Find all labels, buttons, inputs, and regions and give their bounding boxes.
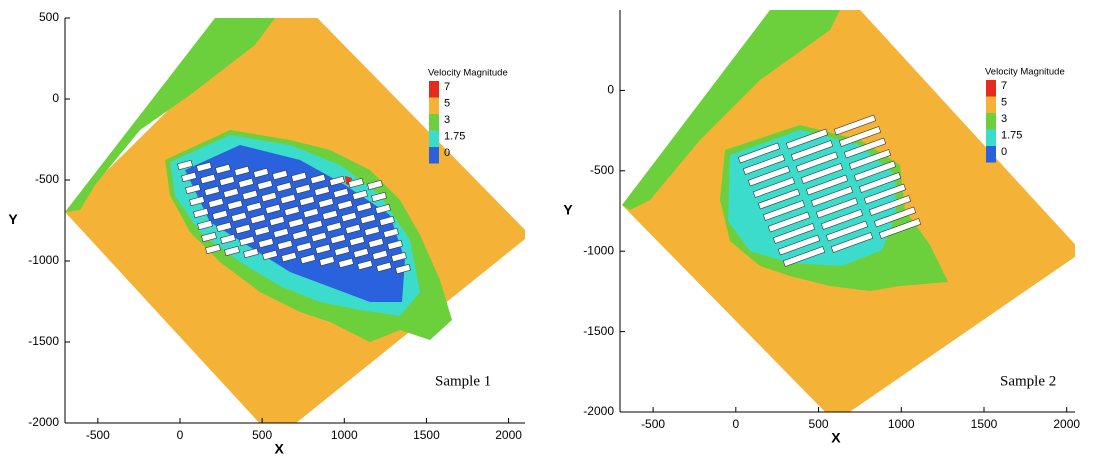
legend-label: 5 [1001,96,1007,108]
legend-label: 0 [444,147,450,159]
legend-label: 1.75 [444,130,465,142]
y-tick-label: 0 [52,91,59,105]
legend-title: Velocity Magnitude [428,68,508,79]
plot: -500 0 500 1000 1500 2000 -2000 -1500 -1000 -500 0… [563,0,1082,446]
y-tick-label: 500 [39,10,59,24]
x-tick-label: 0 [732,417,739,431]
y-tick-label: -500 [35,172,59,186]
legend-label: 5 [444,97,450,109]
annotation: Sample 1 [435,373,491,389]
legend-swatch [429,98,439,115]
legend-swatch [429,147,439,164]
legend-label: 3 [444,114,450,126]
y-tick-label: -500 [590,163,614,177]
x-tick-label: 1000 [331,428,358,442]
legend-label: 0 [1001,146,1007,158]
x-tick-label: -500 [86,428,110,442]
y-axis-label: Y [563,202,573,218]
y-tick-label: -2000 [28,415,59,429]
legend-label: 7 [444,81,450,93]
y-tick-label: -1000 [583,243,614,257]
legend-swatch [986,146,996,163]
legend-swatch [986,80,996,97]
x-tick-label: 2000 [495,428,522,442]
legend-title: Velocity Magnitude [985,67,1065,78]
legend-label: 3 [1001,113,1007,125]
legend-swatch [429,131,439,148]
x-tick-label: 1000 [888,417,915,431]
legend-label: 1.75 [1001,129,1022,141]
x-tick-label: 0 [177,428,184,442]
legend-swatch [986,130,996,147]
legend-swatch [986,97,996,114]
x-tick-label: 1500 [971,417,998,431]
plot: -500 0 500 1000 1500 2000 -2000 -1500 -1000 -500 0… [8,0,530,456]
x-tick-label: 500 [252,428,272,442]
contour-field [622,0,1082,422]
legend-swatch [429,81,439,98]
y-tick-label: -1500 [28,334,59,348]
y-tick-label: 0 [607,83,614,97]
figure: -5000500100015002000-2000-1500-1000-5000… [0,0,1096,456]
x-tick-label: 1500 [413,428,440,442]
x-tick-label: 2000 [1053,417,1080,431]
legend-swatch [986,113,996,130]
x-tick-label: 500 [809,417,829,431]
x-axis-label: X [275,441,285,456]
y-tick-label: -1500 [583,324,614,338]
legend-label: 7 [1001,80,1007,92]
annotation: Sample 2 [1000,373,1056,389]
x-axis-label: X [831,430,841,446]
y-tick-label: -1000 [28,253,59,267]
legend-swatch [429,114,439,131]
y-tick-label: -2000 [583,404,614,418]
y-axis-label: Y [8,211,18,227]
x-tick-label: -500 [641,417,665,431]
